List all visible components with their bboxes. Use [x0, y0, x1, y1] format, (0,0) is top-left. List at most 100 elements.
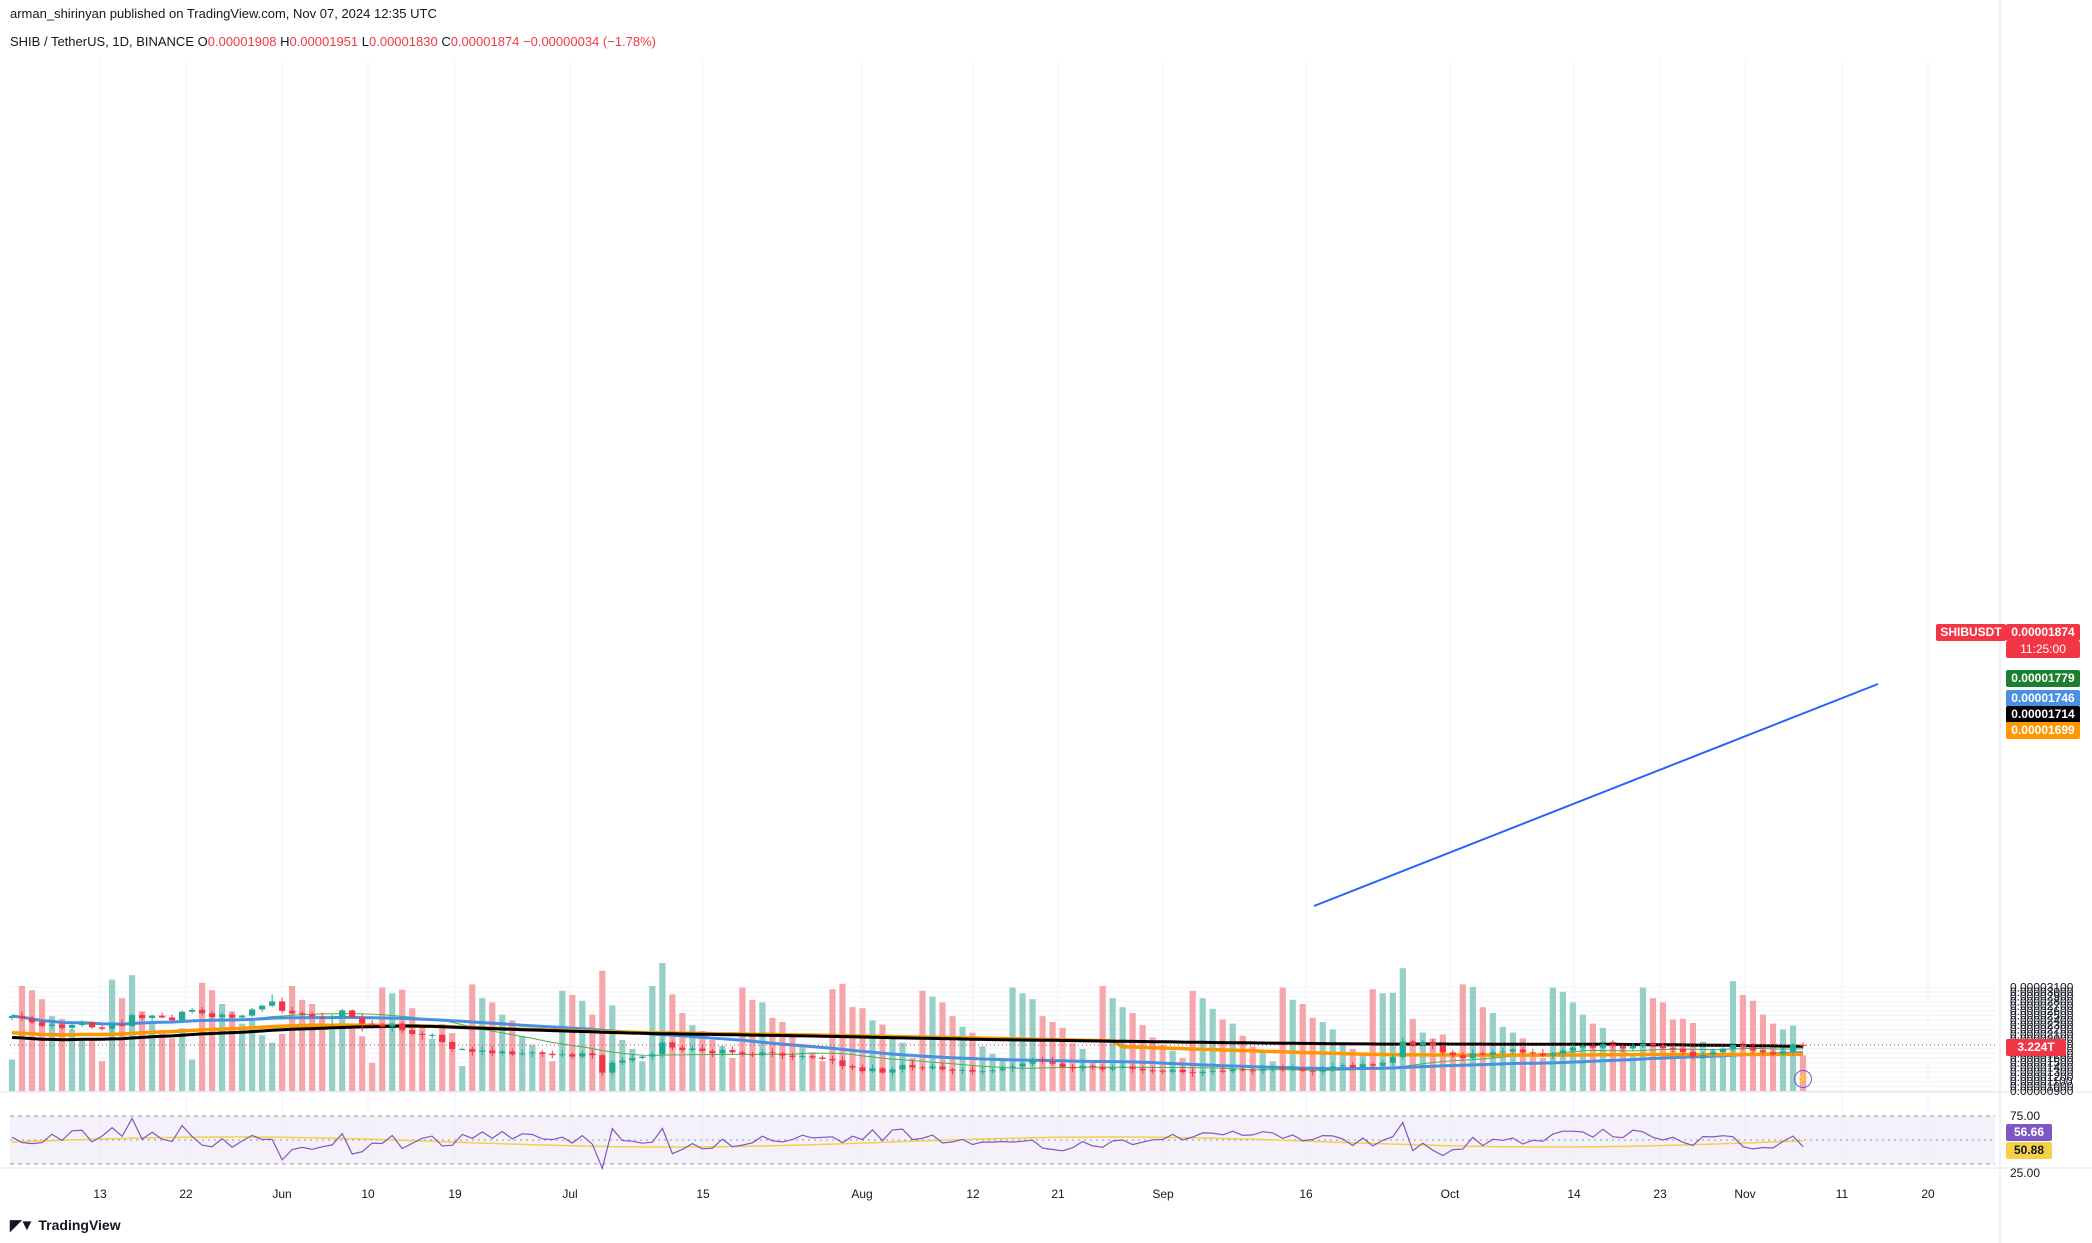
rsi-value-tag: 56.66: [2006, 1124, 2052, 1141]
volume-bar: [1359, 1054, 1366, 1091]
low-value: 0.00001830: [369, 34, 438, 49]
candle-body: [609, 1062, 616, 1073]
candle-body: [779, 1053, 786, 1056]
candle-body: [1169, 1069, 1176, 1072]
volume-bar: [88, 1039, 96, 1091]
volume-bar: [1399, 968, 1406, 1091]
rsi-line: [11, 1117, 1804, 1171]
tradingview-logo[interactable]: ◤▼ TradingView: [10, 1216, 121, 1234]
ma-blue-tag: 0.00001746: [2006, 690, 2080, 707]
candle-body: [459, 1049, 466, 1051]
candle-body: [168, 1017, 176, 1021]
volume-bar: [1039, 1016, 1046, 1091]
time-tick-label: 21: [1051, 1187, 1065, 1201]
candle-body: [1509, 1049, 1516, 1052]
candle-body: [1019, 1063, 1026, 1067]
candle-body: [759, 1052, 766, 1056]
price-tick-label: 0.00002500: [2010, 1009, 2074, 1023]
candle-body: [1049, 1061, 1056, 1064]
alert-icon[interactable]: ⚡: [1794, 1070, 1812, 1088]
price-tick-label: 0.00000900: [2010, 1084, 2074, 1098]
high-value: 0.00001951: [289, 34, 359, 49]
volume-bar: [429, 1039, 436, 1091]
volume-bar: [249, 1018, 256, 1091]
volume-bar: [78, 1038, 86, 1091]
candle-body: [659, 1042, 666, 1055]
volume-bar: [319, 1017, 326, 1091]
candle-body: [349, 1010, 356, 1018]
candle-body: [118, 1024, 126, 1026]
candle-body: [319, 1016, 326, 1018]
time-tick-label: Nov: [1734, 1187, 1755, 1201]
volume-bar: [1719, 1053, 1727, 1091]
candle-body: [88, 1022, 96, 1028]
candle-body: [279, 1001, 286, 1011]
volume-bar: [439, 1024, 446, 1091]
volume-bar: [949, 1016, 956, 1091]
volume-bar: [1579, 1014, 1586, 1091]
candle-body: [569, 1054, 576, 1057]
price-tick-label: 0.00001400: [2010, 1060, 2074, 1074]
volume-bar: [689, 1025, 696, 1091]
candle-body: [1159, 1070, 1166, 1072]
ma-green-tag: 0.00001779: [2006, 670, 2080, 687]
candle-body: [389, 1023, 396, 1027]
volume-bar: [459, 1066, 466, 1091]
candle-body: [329, 1017, 336, 1019]
volume-bar: [859, 1008, 866, 1091]
candle-body: [1059, 1063, 1066, 1067]
volume-bar: [389, 993, 396, 1091]
candle-body: [68, 1025, 76, 1028]
volume-bar: [158, 1032, 166, 1091]
candle-body: [1099, 1066, 1106, 1070]
volume-bar: [539, 1052, 546, 1091]
candle-body: [1009, 1066, 1016, 1069]
candle-body: [1659, 1045, 1667, 1049]
symbol-label: SHIB / TetherUS, 1D, BINANCE: [10, 34, 194, 49]
ma-black-tag: 0.00001714: [2006, 706, 2080, 723]
candle-body: [889, 1069, 896, 1073]
candle-body: [138, 1015, 146, 1018]
time-axis: 13 22 Jun 10 19 Jul 15 Aug 12 21 Sep 16 Oct 14 23 Nov 11…: [93, 1187, 1935, 1201]
candle-body: [1379, 1062, 1386, 1066]
volume-bar: [1149, 1037, 1156, 1091]
volume-bar: [178, 1028, 186, 1091]
candle-body: [519, 1053, 526, 1055]
candle-body: [1239, 1069, 1246, 1071]
volume-bar: [1439, 1034, 1446, 1091]
volume-bar: [98, 1061, 106, 1091]
volume-bar: [929, 996, 936, 1091]
volume-bar: [1179, 1058, 1186, 1091]
price-tick-label: 0.00002800: [2010, 994, 2074, 1008]
time-tick-label: 23: [1653, 1187, 1667, 1201]
volume-bar: [349, 1024, 356, 1091]
tradingview-logo-text: TradingView: [38, 1217, 121, 1233]
volume-bar: [1089, 1062, 1096, 1091]
candle-body: [1519, 1049, 1526, 1053]
volume-bar: [889, 1036, 896, 1091]
candle-body: [1579, 1045, 1586, 1048]
rsi-ma-tag: 50.88: [2006, 1142, 2052, 1159]
candle-body: [1319, 1069, 1326, 1072]
close-value: 0.00001874: [450, 34, 520, 49]
volume-bar: [559, 990, 566, 1091]
volume-bar: [199, 982, 206, 1091]
candle-body: [1419, 1042, 1426, 1045]
candle-body: [289, 1010, 296, 1014]
volume-bar: [1589, 1023, 1596, 1091]
candle-body: [959, 1069, 966, 1071]
candle-body: [1459, 1055, 1466, 1059]
candle-body: [178, 1011, 186, 1021]
candle-body: [749, 1054, 756, 1056]
volume-bar: [409, 1008, 416, 1091]
volume-bar: [909, 1058, 916, 1091]
candle-body: [199, 1009, 206, 1014]
volume-bar: [229, 1011, 236, 1091]
candle-body: [769, 1052, 776, 1054]
candle-body: [1309, 1070, 1316, 1072]
candle-body: [1609, 1044, 1616, 1047]
volume-bar: [1539, 1058, 1546, 1091]
time-tick-label: 14: [1567, 1187, 1581, 1201]
volume-bar: [1459, 984, 1466, 1091]
